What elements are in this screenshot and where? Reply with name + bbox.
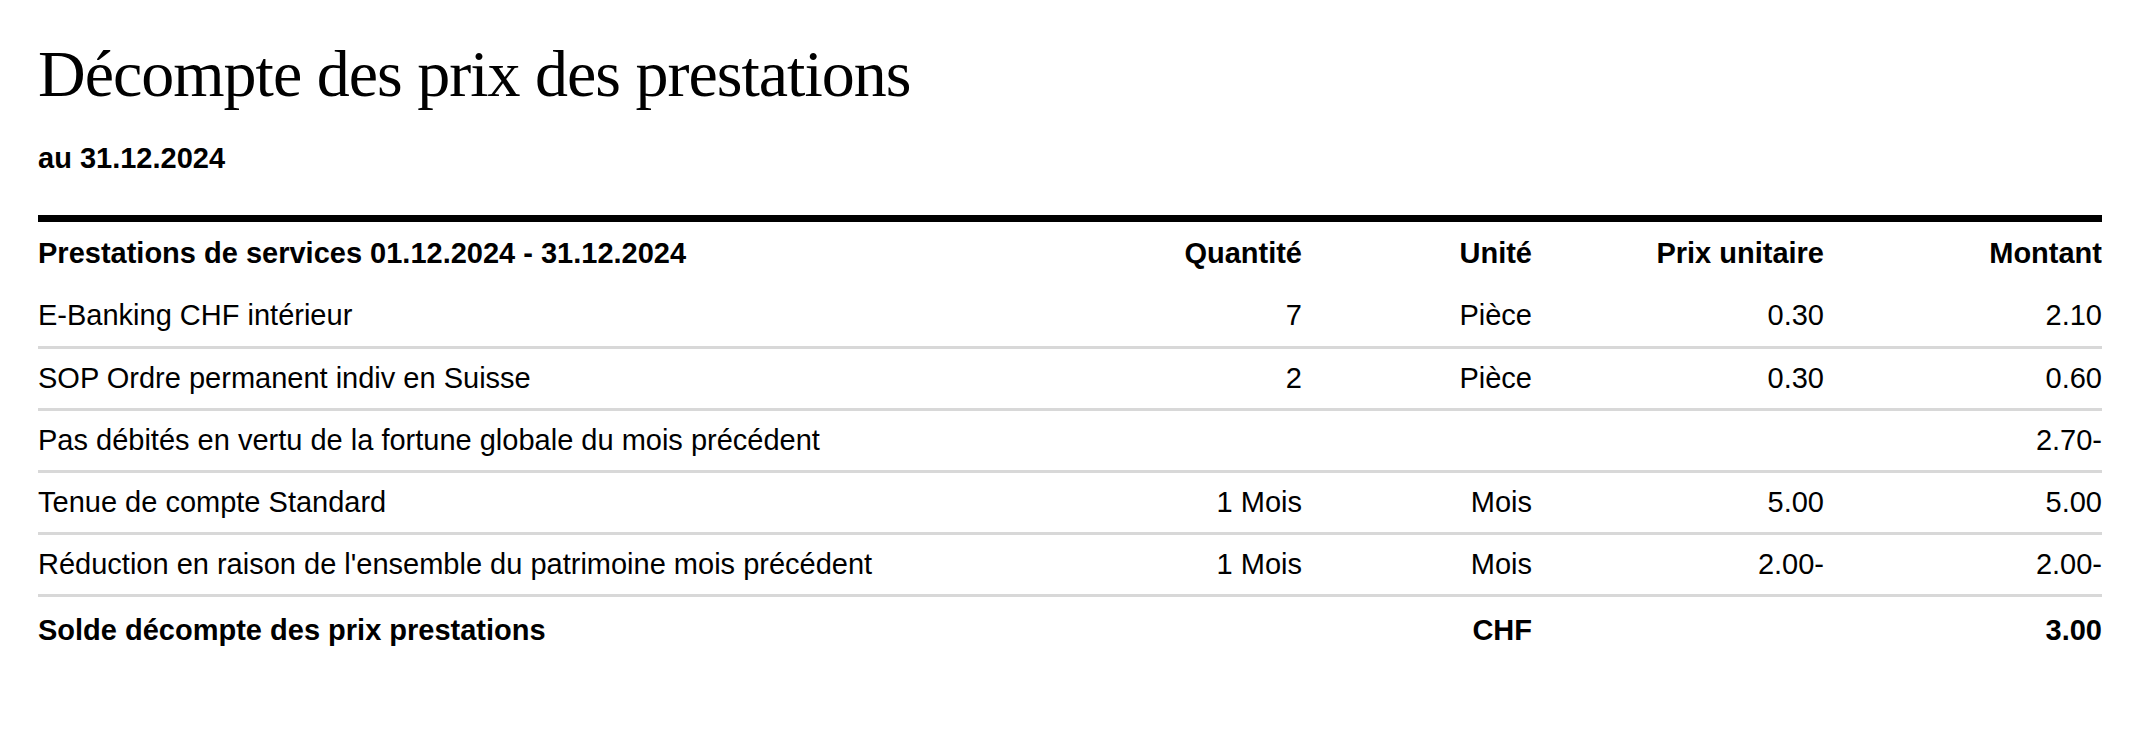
column-header-description: Prestations de services 01.12.2024 - 31.… <box>38 219 988 286</box>
table-row: Pas débités en vertu de la fortune globa… <box>38 410 2102 472</box>
total-label: Solde décompte des prix prestations <box>38 596 988 664</box>
table-row: Réduction en raison de l'ensemble du pat… <box>38 534 2102 596</box>
cell-description: Pas débités en vertu de la fortune globa… <box>38 410 988 472</box>
column-header-unit: Unité <box>1302 219 1532 286</box>
cell-unit-price: 2.00- <box>1532 534 1824 596</box>
cell-amount: 0.60 <box>1824 348 2102 410</box>
cell-unit: Pièce <box>1302 286 1532 348</box>
table-row: SOP Ordre permanent indiv en Suisse 2 Pi… <box>38 348 2102 410</box>
cell-unit <box>1302 410 1532 472</box>
cell-amount: 2.10 <box>1824 286 2102 348</box>
cell-description: Tenue de compte Standard <box>38 472 988 534</box>
cell-amount: 5.00 <box>1824 472 2102 534</box>
total-unit-price <box>1532 596 1824 664</box>
page-title: Décompte des prix des prestations <box>38 36 2102 112</box>
cell-unit-price: 0.30 <box>1532 348 1824 410</box>
total-currency: CHF <box>1302 596 1532 664</box>
fee-statement-document: Décompte des prix des prestations au 31.… <box>0 0 2135 749</box>
cell-quantity: 7 <box>988 286 1302 348</box>
table-header-row: Prestations de services 01.12.2024 - 31.… <box>38 219 2102 286</box>
cell-quantity: 1 Mois <box>988 534 1302 596</box>
cell-unit: Mois <box>1302 534 1532 596</box>
fee-table: Prestations de services 01.12.2024 - 31.… <box>38 215 2102 664</box>
table-row: E-Banking CHF intérieur 7 Pièce 0.30 2.1… <box>38 286 2102 348</box>
cell-unit: Mois <box>1302 472 1532 534</box>
column-header-amount: Montant <box>1824 219 2102 286</box>
total-quantity <box>988 596 1302 664</box>
cell-unit-price: 0.30 <box>1532 286 1824 348</box>
total-amount: 3.00 <box>1824 596 2102 664</box>
table-row: Tenue de compte Standard 1 Mois Mois 5.0… <box>38 472 2102 534</box>
column-header-unit-price: Prix unitaire <box>1532 219 1824 286</box>
cell-description: SOP Ordre permanent indiv en Suisse <box>38 348 988 410</box>
cell-description: E-Banking CHF intérieur <box>38 286 988 348</box>
cell-amount: 2.70- <box>1824 410 2102 472</box>
column-header-quantity: Quantité <box>988 219 1302 286</box>
cell-amount: 2.00- <box>1824 534 2102 596</box>
cell-quantity: 2 <box>988 348 1302 410</box>
cell-unit: Pièce <box>1302 348 1532 410</box>
total-row: Solde décompte des prix prestations CHF … <box>38 596 2102 664</box>
cell-unit-price: 5.00 <box>1532 472 1824 534</box>
cell-quantity: 1 Mois <box>988 472 1302 534</box>
cell-description: Réduction en raison de l'ensemble du pat… <box>38 534 988 596</box>
cell-unit-price <box>1532 410 1824 472</box>
cell-quantity <box>988 410 1302 472</box>
statement-date: au 31.12.2024 <box>38 142 2102 175</box>
